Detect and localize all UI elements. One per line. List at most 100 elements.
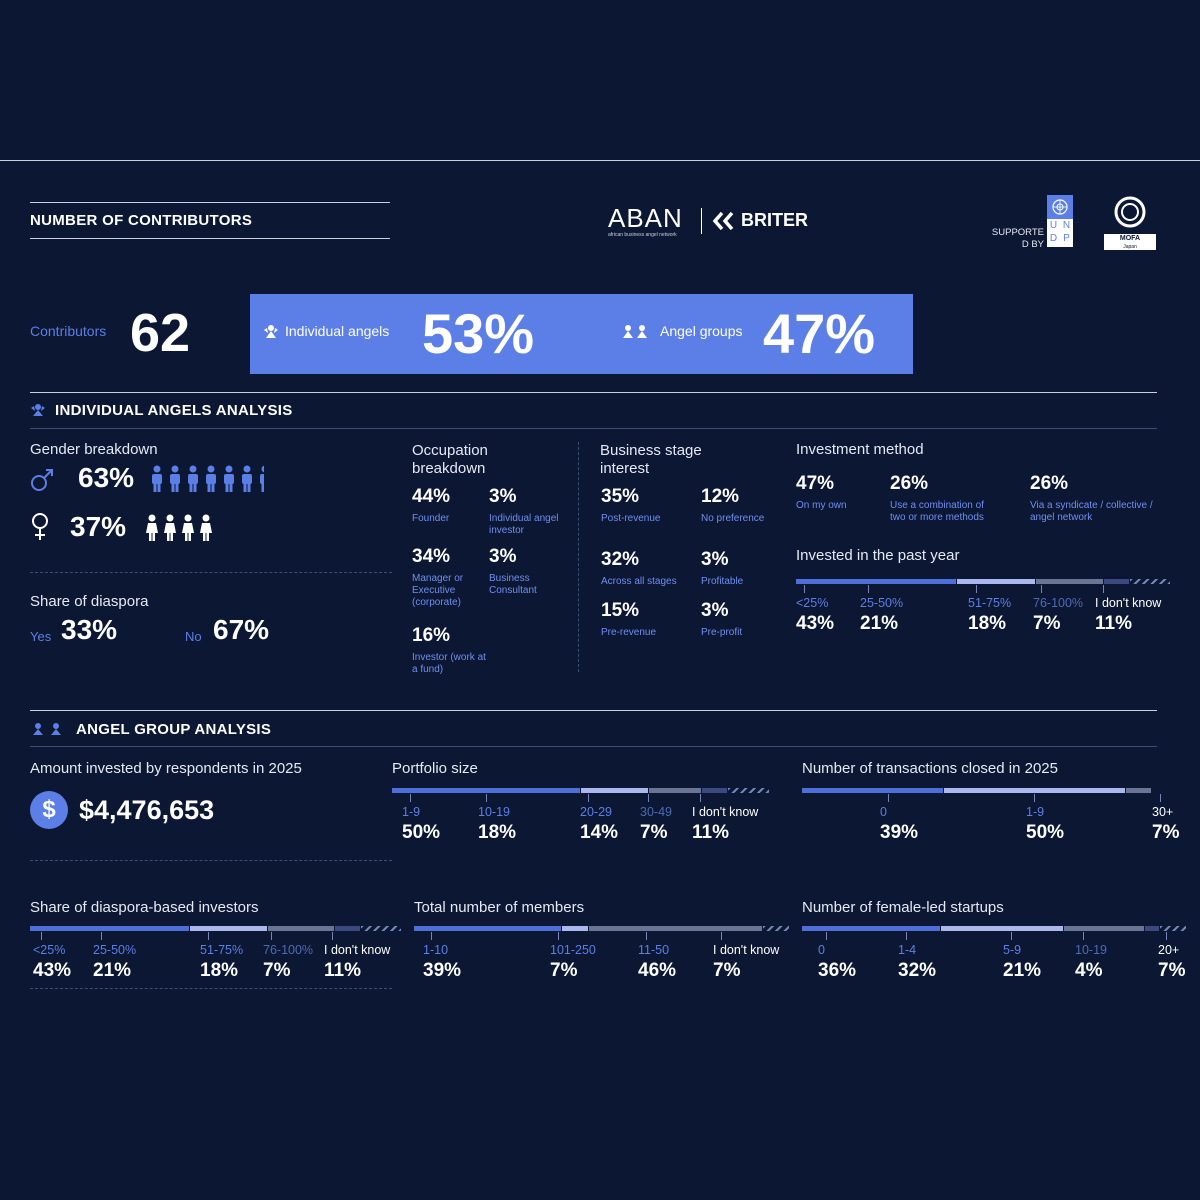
bar-tick (826, 932, 827, 940)
bucket-value: 43% (33, 960, 72, 981)
bucket-label: 1-10 (423, 943, 449, 957)
stage-value: 35% (601, 486, 640, 507)
stage-desc: Across all stages (601, 576, 677, 587)
occupation-item: 3% Individual angel investor (489, 486, 571, 537)
bucket-value: 18% (478, 822, 517, 843)
bucket-value: 21% (93, 960, 132, 981)
bar-tick (101, 932, 102, 940)
bucket-label: 25-50% (860, 596, 904, 610)
bucket-label: 30-49 (640, 805, 672, 819)
stage-value: 32% (601, 549, 640, 570)
bar-tick (1041, 585, 1042, 593)
bar-segment (701, 788, 728, 793)
bucket-value: 11% (1095, 613, 1132, 634)
bucket-value: 50% (402, 822, 441, 843)
bar-tick (588, 794, 589, 802)
occupation-stage-divider (578, 442, 579, 672)
section-rule-top (30, 202, 390, 203)
stage-value: 3% (701, 600, 729, 621)
group-diaspora-label: Share of diaspora-based investors (30, 899, 259, 916)
supported-by-label: SUPPORTE D BY (991, 227, 1044, 250)
bar-tick (1166, 932, 1167, 940)
method-value: 26% (1030, 473, 1069, 494)
stage-desc: Post-revenue (601, 513, 661, 524)
stage-item: 32% Across all stages (601, 549, 677, 588)
individual-section-rule-top (30, 392, 1157, 393)
dollar-icon: $ (30, 791, 68, 829)
occupation-label: Occupation breakdown (412, 442, 488, 477)
bucket-label: I don't know (713, 943, 780, 957)
bucket-value: 4% (1075, 960, 1103, 981)
bar-segment (649, 788, 701, 793)
stage-value: 3% (701, 549, 729, 570)
bar-tick (1011, 932, 1012, 940)
male-figure-icon (242, 465, 252, 492)
female-figures (145, 514, 213, 542)
undp-letter-u: U (1049, 220, 1058, 231)
contributors-label: Contributors (30, 323, 107, 339)
stage-value: 12% (701, 486, 740, 507)
group-section-rule-top (30, 710, 1157, 711)
bucket-label: 5-9 (1003, 943, 1022, 957)
bucket-value: 11% (324, 960, 361, 981)
female-figure-icon (164, 514, 176, 541)
occupation-desc: Investor (work at a fund) (412, 652, 486, 675)
bar-tick (906, 932, 907, 940)
individual-section-icon (31, 404, 45, 416)
bar-segment (728, 788, 769, 793)
bucket-label: 10-19 (478, 805, 510, 819)
bucket-value: 39% (880, 822, 919, 843)
stage-item: 12% No preference (701, 486, 764, 525)
method-label: Investment method (796, 441, 924, 458)
female-figure-icon (200, 514, 212, 541)
occupation-desc: Manager or Executive (corporate) (412, 573, 464, 608)
bucket-value: 11% (692, 822, 729, 843)
bucket-value: 18% (200, 960, 239, 981)
bar-tick (208, 932, 209, 940)
occupation-item: 44% Founder (412, 486, 482, 525)
bucket-label: 30+ (1152, 805, 1174, 819)
male-figure-icon (260, 465, 264, 492)
briter-chevron-icon (712, 211, 734, 230)
bucket-value: 7% (713, 960, 741, 981)
mofa-logo: MOFA Japan (1104, 195, 1156, 250)
top-divider (0, 160, 1200, 161)
male-figure-icon (188, 465, 198, 492)
group-section-title: ANGEL GROUP ANALYSIS (76, 721, 272, 738)
male-figure-icon (224, 465, 234, 492)
bucket-value: 7% (1158, 960, 1186, 981)
individual-angels-value: 53% (422, 302, 535, 365)
undp-letter-d: D (1049, 233, 1058, 244)
bucket-label: I don't know (692, 805, 759, 819)
bar-segment (189, 926, 268, 931)
bucket-label: 11-50 (638, 943, 670, 957)
amount-divider (30, 860, 392, 861)
bucket-value: 32% (898, 960, 937, 981)
bar-segment (562, 926, 588, 931)
bar-tick (271, 932, 272, 940)
female-led-label: Number of female-led startups (802, 899, 1004, 916)
bucket-value: 7% (1033, 613, 1061, 634)
angel-groups-value: 47% (763, 302, 876, 365)
bar-tick (41, 932, 42, 940)
stage-item: 15% Pre-revenue (601, 600, 656, 639)
logo-separator (701, 208, 702, 234)
undp-logo: U N D P (1047, 195, 1073, 247)
bar-tick (431, 932, 432, 940)
occupation-desc: Individual angel investor (489, 513, 559, 536)
bar-segment (1126, 788, 1151, 793)
aban-logo-text: ABAN (608, 203, 683, 233)
method-desc: On my own (796, 500, 847, 511)
bucket-label: <25% (33, 943, 66, 957)
bucket-value: 14% (580, 822, 619, 843)
method-desc: Via a syndicate / collective / angel net… (1030, 500, 1153, 523)
bar-tick (700, 794, 701, 802)
contributors-value: 62 (130, 303, 191, 363)
angel-groups-label: Angel groups (660, 323, 743, 339)
bucket-label: 51-75% (968, 596, 1012, 610)
bucket-value: 21% (1003, 960, 1042, 981)
bar-tick (868, 585, 869, 593)
bar-segment (268, 926, 335, 931)
bar-tick (721, 932, 722, 940)
individual-section-rule-bottom (30, 428, 1157, 429)
